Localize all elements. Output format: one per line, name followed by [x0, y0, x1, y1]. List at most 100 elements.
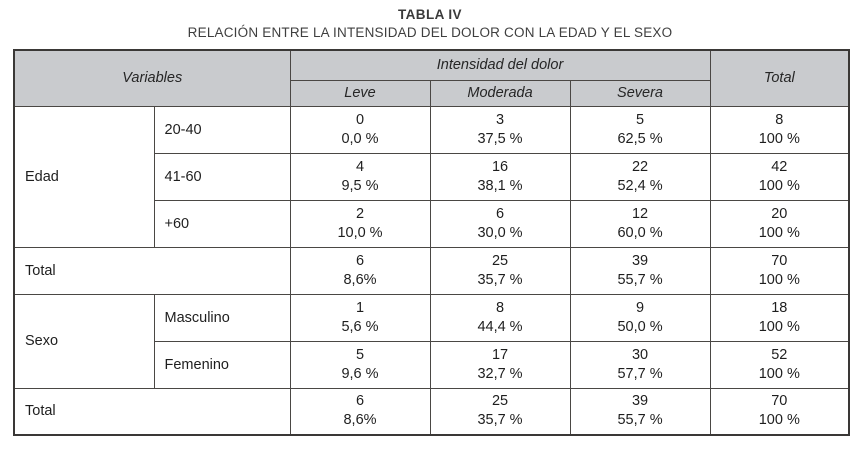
cell-total-edad-leve: 6 8,6% — [289, 246, 431, 295]
row-label-60plus: +60 — [153, 199, 291, 248]
percent-value: 37,5 % — [477, 130, 523, 147]
cell-41-60-total: 42 100 % — [709, 152, 850, 201]
count-value: 9 — [635, 299, 645, 316]
percent-value: 44,4 % — [477, 318, 523, 335]
count-value: 6 — [355, 252, 365, 269]
cell-femenino-moderada: 17 32,7 % — [429, 340, 571, 389]
percent-value: 35,7 % — [477, 271, 523, 288]
count-value: 5 — [635, 111, 645, 128]
row-label-total-sexo: Total — [13, 387, 291, 436]
count-value: 70 — [771, 393, 788, 410]
percent-value: 55,7 % — [617, 271, 663, 288]
cell-total-sexo-total: 70 100 % — [709, 387, 850, 436]
count-value: 18 — [771, 299, 788, 316]
header-leve: Leve — [289, 79, 431, 107]
percent-value: 100 % — [758, 365, 800, 382]
group-label-sexo: Sexo — [13, 293, 155, 389]
row-label-41-60: 41-60 — [153, 152, 291, 201]
count-value: 16 — [491, 158, 509, 175]
percent-value: 8,6% — [343, 412, 377, 429]
cell-41-60-leve: 4 9,5 % — [289, 152, 431, 201]
percent-value: 8,6% — [343, 271, 377, 288]
cell-masculino-moderada: 8 44,4 % — [429, 293, 571, 342]
header-intensidad-del-dolor: Intensidad del dolor — [289, 49, 711, 81]
row-label-20-40: 20-40 — [153, 105, 291, 154]
percent-value: 60,0 % — [617, 224, 663, 241]
percent-value: 52,4 % — [617, 177, 663, 194]
percent-value: 10,0 % — [337, 224, 383, 241]
percent-value: 62,5 % — [617, 130, 663, 147]
percent-value: 100 % — [758, 318, 800, 335]
count-value: 0 — [355, 111, 365, 128]
cell-total-edad-moderada: 25 35,7 % — [429, 246, 571, 295]
row-label-masculino: Masculino — [153, 293, 291, 342]
cell-41-60-severa: 22 52,4 % — [569, 152, 711, 201]
count-value: 39 — [631, 252, 649, 269]
count-value: 52 — [771, 346, 788, 363]
percent-value: 32,7 % — [477, 365, 523, 382]
cell-60plus-leve: 2 10,0 % — [289, 199, 431, 248]
cell-total-sexo-severa: 39 55,7 % — [569, 387, 711, 436]
percent-value: 0,0 % — [341, 130, 379, 147]
count-value: 3 — [495, 111, 505, 128]
table-subtitle: RELACIÓN ENTRE LA INTENSIDAD DEL DOLOR C… — [187, 25, 673, 40]
cell-total-sexo-moderada: 25 35,7 % — [429, 387, 571, 436]
percent-value: 9,6 % — [341, 365, 379, 382]
cell-femenino-leve: 5 9,6 % — [289, 340, 431, 389]
group-label-edad: Edad — [13, 105, 155, 248]
header-moderada: Moderada — [429, 79, 571, 107]
cell-60plus-total: 20 100 % — [709, 199, 850, 248]
table-row-edad-20-40: Edad 20-40 0 0,0 % 3 37,5 % 5 62,5 % 8 1… — [13, 105, 850, 248]
percent-value: 35,7 % — [477, 412, 523, 429]
header-row-levels: Leve Moderada Severa — [14, 79, 849, 107]
table-row-total-edad: Total 6 8,6% 25 35,7 % 39 55,7 % 70 100 … — [13, 246, 850, 295]
title-block: TABLA IV RELACIÓN ENTRE LA INTENSIDAD DE… — [0, 0, 860, 41]
table-row-edad-60plus: +60 2 10,0 % 6 30,0 % 12 60,0 % 20 100 % — [14, 199, 850, 248]
count-value: 6 — [355, 393, 365, 410]
count-value: 5 — [355, 346, 365, 363]
table-row-edad-41-60: 41-60 4 9,5 % 16 38,1 % 22 52,4 % 42 100… — [14, 152, 850, 201]
row-label-femenino: Femenino — [153, 340, 291, 389]
count-value: 12 — [631, 205, 649, 222]
count-value: 1 — [355, 299, 365, 316]
cell-total-edad-severa: 39 55,7 % — [569, 246, 711, 295]
count-value: 70 — [771, 252, 788, 269]
cell-total-sexo-leve: 6 8,6% — [289, 387, 431, 436]
header-severa: Severa — [569, 79, 711, 107]
header-row-top: Variables Intensidad del dolor Total — [13, 49, 850, 107]
cell-20-40-total: 8 100 % — [709, 105, 850, 154]
cell-masculino-severa: 9 50,0 % — [569, 293, 711, 342]
header-variables: Variables — [13, 49, 291, 107]
percent-value: 100 % — [758, 177, 800, 194]
cell-masculino-total: 18 100 % — [709, 293, 850, 342]
count-value: 6 — [495, 205, 505, 222]
percent-value: 100 % — [758, 224, 800, 241]
table-row-sexo-masculino: Sexo Masculino 1 5,6 % 8 44,4 % 9 50,0 %… — [13, 293, 850, 389]
percent-value: 100 % — [758, 412, 800, 429]
count-value: 39 — [631, 393, 649, 410]
percent-value: 38,1 % — [477, 177, 523, 194]
count-value: 8 — [775, 111, 784, 128]
count-value: 25 — [491, 252, 509, 269]
cell-41-60-moderada: 16 38,1 % — [429, 152, 571, 201]
percent-value: 30,0 % — [477, 224, 523, 241]
count-value: 30 — [631, 346, 649, 363]
table-row-total-sexo: Total 6 8,6% 25 35,7 % 39 55,7 % 70 100 … — [13, 387, 850, 436]
percent-value: 5,6 % — [341, 318, 379, 335]
count-value: 42 — [771, 158, 788, 175]
percent-value: 9,5 % — [341, 177, 379, 194]
count-value: 20 — [771, 205, 788, 222]
count-value: 2 — [355, 205, 365, 222]
count-value: 17 — [491, 346, 509, 363]
table-title: TABLA IV — [398, 7, 462, 22]
row-label-total-edad: Total — [13, 246, 291, 295]
count-value: 4 — [355, 158, 365, 175]
cell-masculino-leve: 1 5,6 % — [289, 293, 431, 342]
cell-femenino-total: 52 100 % — [709, 340, 850, 389]
cell-20-40-severa: 5 62,5 % — [569, 105, 711, 154]
percent-value: 50,0 % — [617, 318, 663, 335]
cell-60plus-severa: 12 60,0 % — [569, 199, 711, 248]
percent-value: 55,7 % — [617, 412, 663, 429]
header-total: Total — [709, 49, 850, 107]
